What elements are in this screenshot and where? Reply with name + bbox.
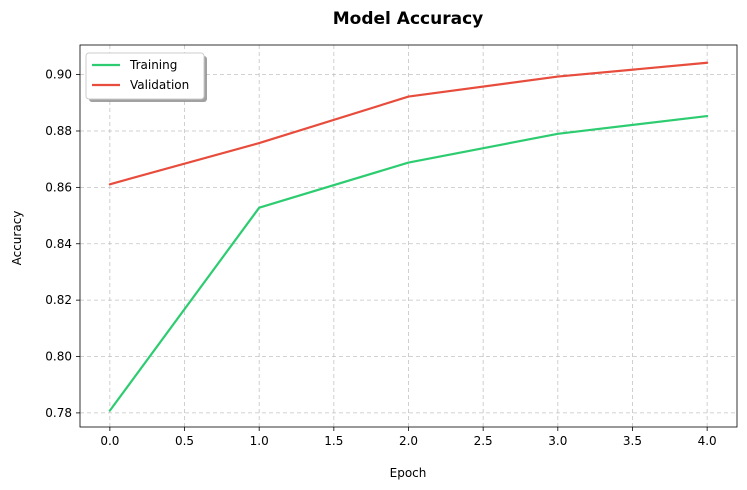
y-axis-label: Accuracy bbox=[10, 211, 24, 266]
y-tick-label: 0.80 bbox=[45, 350, 72, 364]
x-tick-label: 1.5 bbox=[324, 434, 343, 448]
x-tick-label: 2.0 bbox=[399, 434, 418, 448]
legend: Training Validation bbox=[85, 52, 207, 102]
training-legend-label: Training bbox=[129, 58, 177, 72]
x-tick-label: 0.0 bbox=[100, 434, 119, 448]
axis-ticks: 0.0 0.5 1.0 1.5 2.0 2.5 3.0 3.5 4.0 0.78 0.80 0.82 0… bbox=[45, 68, 716, 448]
training-series-line bbox=[108, 114, 709, 412]
y-tick-label: 0.78 bbox=[45, 406, 72, 420]
x-axis-label: Epoch bbox=[390, 466, 427, 480]
y-tick-label: 0.88 bbox=[45, 124, 72, 138]
validation-legend-label: Validation bbox=[130, 78, 189, 92]
x-tick-label: 0.5 bbox=[175, 434, 194, 448]
x-tick-label: 3.0 bbox=[548, 434, 567, 448]
x-tick-label: 2.5 bbox=[474, 434, 493, 448]
y-tick-label: 0.84 bbox=[45, 237, 72, 251]
x-tick-label: 4.0 bbox=[698, 434, 717, 448]
grid-lines bbox=[80, 45, 737, 427]
x-tick-label: 3.5 bbox=[623, 434, 642, 448]
y-tick-label: 0.90 bbox=[45, 68, 72, 82]
x-tick-label: 1.0 bbox=[250, 434, 269, 448]
series-lines bbox=[108, 61, 709, 412]
y-tick-label: 0.86 bbox=[45, 180, 72, 194]
validation-series-line bbox=[108, 61, 709, 186]
y-tick-label: 0.82 bbox=[45, 293, 72, 307]
chart-title: Model Accuracy bbox=[333, 9, 483, 29]
